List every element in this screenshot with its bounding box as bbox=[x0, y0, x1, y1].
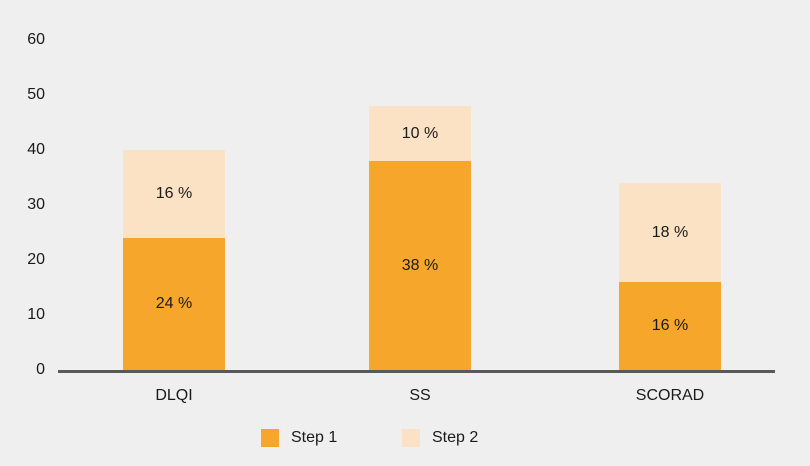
y-axis-tick-label: 50 bbox=[27, 86, 45, 103]
bar-segment-label: 16 % bbox=[155, 185, 193, 202]
legend-label: Step 1 bbox=[291, 429, 338, 446]
bar-segment-label: 18 % bbox=[651, 223, 689, 241]
bar-segment-label: 16 % bbox=[651, 317, 689, 334]
x-axis-category-label: DLQI bbox=[155, 387, 193, 404]
legend-swatch-icon bbox=[402, 429, 420, 447]
y-axis-tick-label: 10 bbox=[27, 306, 45, 323]
bar-segment-step-2: 10 % bbox=[369, 106, 471, 161]
bar-segment-step-1: 38 % bbox=[369, 161, 471, 370]
x-axis-line bbox=[58, 370, 775, 373]
bar-segment-step-1: 16 % bbox=[619, 282, 721, 370]
bar-segment-label: 24 % bbox=[155, 295, 193, 312]
legend-label: Step 2 bbox=[432, 429, 479, 446]
y-axis-tick-label: 40 bbox=[27, 141, 45, 158]
x-axis-category-label: SCORAD bbox=[635, 387, 705, 404]
y-axis-tick-label: 30 bbox=[27, 196, 45, 213]
legend-swatch-icon bbox=[261, 429, 279, 447]
legend-item: Step 1 bbox=[261, 429, 337, 447]
bar-segment-label: 10 % bbox=[401, 124, 439, 142]
y-axis-tick-label: 0 bbox=[36, 361, 45, 378]
bar-segment-step-1: 24 % bbox=[123, 238, 225, 370]
bar-segment-step-2: 16 % bbox=[123, 150, 225, 238]
y-axis-tick-label: 60 bbox=[27, 31, 45, 48]
bar-segment-label: 38 % bbox=[401, 256, 439, 274]
legend-item: Step 2 bbox=[402, 429, 478, 447]
y-axis-tick-label: 20 bbox=[27, 251, 45, 268]
bar-segment-step-2: 18 % bbox=[619, 183, 721, 282]
x-axis-category-label: SS bbox=[409, 387, 431, 404]
